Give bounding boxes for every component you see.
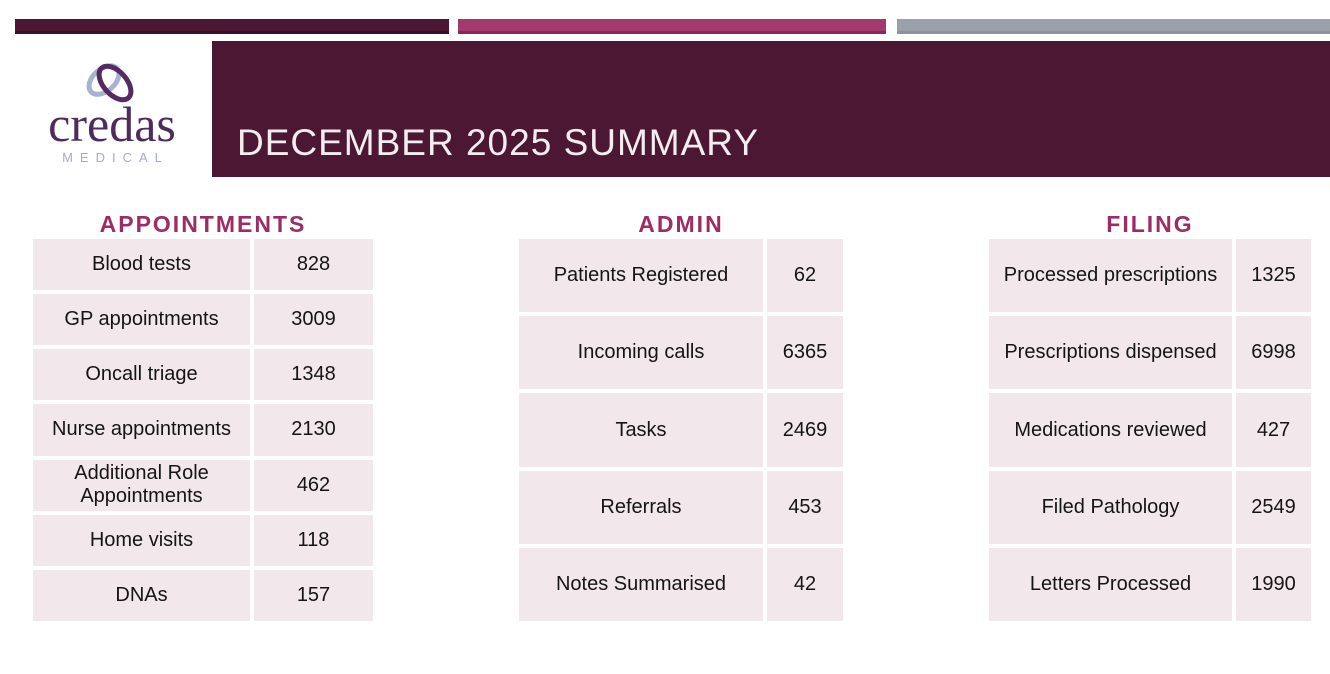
table-row: Home visits 118 bbox=[33, 514, 373, 566]
logo-brand-text: credas bbox=[48, 96, 176, 152]
table-row: Patients Registered 62 bbox=[519, 239, 843, 313]
row-value: 1325 bbox=[1236, 239, 1311, 313]
table-row: Medications reviewed 427 bbox=[989, 393, 1311, 467]
row-label: Medications reviewed bbox=[989, 393, 1232, 467]
row-value: 2469 bbox=[767, 393, 843, 467]
row-value: 157 bbox=[254, 569, 373, 621]
row-label: Oncall triage bbox=[33, 349, 250, 401]
filing-table: Processed prescriptions 1325 Prescriptio… bbox=[989, 239, 1311, 622]
row-label: Letters Processed bbox=[989, 547, 1232, 622]
row-value: 2549 bbox=[1236, 470, 1311, 544]
logo-subtitle-text: MEDICAL bbox=[62, 150, 169, 165]
accent-bar-maroon bbox=[15, 19, 449, 34]
row-value: 6998 bbox=[1236, 316, 1311, 390]
row-label: Processed prescriptions bbox=[989, 239, 1232, 313]
table-row: Notes Summarised 42 bbox=[519, 547, 843, 622]
row-label: Prescriptions dispensed bbox=[989, 316, 1232, 390]
table-row: Tasks 2469 bbox=[519, 393, 843, 467]
row-label: Nurse appointments bbox=[33, 404, 250, 456]
table-row: Filed Pathology 2549 bbox=[989, 470, 1311, 544]
row-value: 6365 bbox=[767, 316, 843, 390]
row-value: 42 bbox=[767, 547, 843, 622]
table-row: Letters Processed 1990 bbox=[989, 547, 1311, 622]
row-label: Home visits bbox=[33, 514, 250, 566]
row-label: Blood tests bbox=[33, 239, 250, 291]
row-value: 462 bbox=[254, 459, 373, 511]
row-value: 2130 bbox=[254, 404, 373, 456]
row-label: Referrals bbox=[519, 470, 763, 544]
admin-panel: ADMIN Patients Registered 62 Incoming ca… bbox=[519, 211, 843, 622]
row-value: 1990 bbox=[1236, 547, 1311, 622]
table-row: Prescriptions dispensed 6998 bbox=[989, 316, 1311, 390]
row-value: 453 bbox=[767, 470, 843, 544]
row-value: 62 bbox=[767, 239, 843, 313]
row-value: 828 bbox=[254, 239, 373, 291]
table-row: Processed prescriptions 1325 bbox=[989, 239, 1311, 313]
row-value: 3009 bbox=[254, 294, 373, 346]
table-row: GP appointments 3009 bbox=[33, 294, 373, 346]
table-row: Blood tests 828 bbox=[33, 239, 373, 291]
row-label: DNAs bbox=[33, 569, 250, 621]
table-row: Oncall triage 1348 bbox=[33, 349, 373, 401]
credas-heart-icon bbox=[86, 63, 134, 103]
table-row: Additional Role Appointments 462 bbox=[33, 459, 373, 511]
row-label: Patients Registered bbox=[519, 239, 763, 313]
admin-section-title: ADMIN bbox=[638, 211, 724, 237]
row-label: Tasks bbox=[519, 393, 763, 467]
filing-section-title: FILING bbox=[1106, 211, 1194, 237]
row-label: Notes Summarised bbox=[519, 547, 763, 622]
slide-title: DECEMBER 2025 SUMMARY bbox=[237, 122, 760, 163]
credas-logo: credas MEDICAL bbox=[22, 55, 202, 170]
row-label: Additional Role Appointments bbox=[33, 459, 250, 511]
row-value: 1348 bbox=[254, 349, 373, 401]
row-label: Filed Pathology bbox=[989, 470, 1232, 544]
appointments-section-title: APPOINTMENTS bbox=[99, 211, 307, 237]
appointments-table: Blood tests 828 GP appointments 3009 Onc… bbox=[33, 239, 373, 621]
accent-bar-gray bbox=[897, 19, 1330, 34]
table-row: Incoming calls 6365 bbox=[519, 316, 843, 390]
filing-panel: FILING Processed prescriptions 1325 Pres… bbox=[989, 211, 1311, 622]
admin-table: Patients Registered 62 Incoming calls 63… bbox=[519, 239, 843, 622]
appointments-panel: APPOINTMENTS Blood tests 828 GP appointm… bbox=[33, 212, 373, 621]
accent-bar-magenta bbox=[458, 19, 886, 34]
table-row: DNAs 157 bbox=[33, 569, 373, 621]
title-band: DECEMBER 2025 SUMMARY bbox=[212, 41, 1330, 177]
row-label: GP appointments bbox=[33, 294, 250, 346]
row-label: Incoming calls bbox=[519, 316, 763, 390]
table-row: Referrals 453 bbox=[519, 470, 843, 544]
row-value: 118 bbox=[254, 514, 373, 566]
row-value: 427 bbox=[1236, 393, 1311, 467]
table-row: Nurse appointments 2130 bbox=[33, 404, 373, 456]
